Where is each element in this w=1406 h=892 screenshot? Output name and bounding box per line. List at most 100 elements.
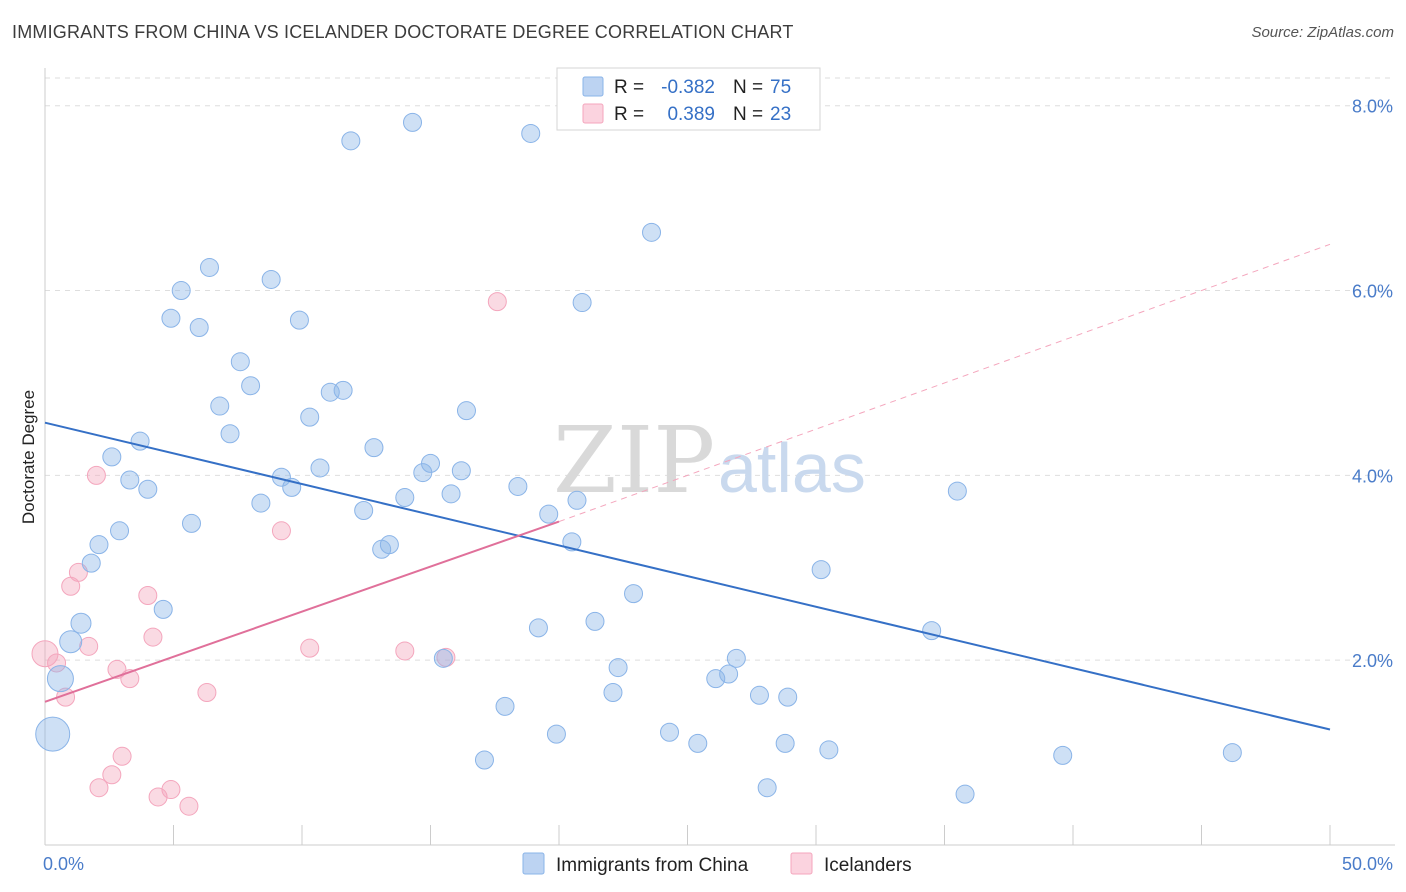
china-point xyxy=(81,553,101,573)
china-point xyxy=(572,293,592,313)
china-point xyxy=(310,458,330,478)
icelander-point xyxy=(395,641,415,661)
y-tick-label: 2.0% xyxy=(1352,651,1393,671)
china-point xyxy=(433,648,453,668)
icelander-point xyxy=(487,292,507,312)
china-point xyxy=(230,352,250,372)
legend-r-label-iceland: R = xyxy=(614,104,644,125)
icelander-point xyxy=(89,778,109,798)
china-point xyxy=(89,535,109,555)
china-point xyxy=(199,257,219,277)
icelander-point xyxy=(112,746,132,766)
china-point xyxy=(451,461,471,481)
bottom-legend-swatch-china xyxy=(522,852,545,875)
china-point xyxy=(403,112,423,132)
icelander-point xyxy=(161,780,181,800)
china-point xyxy=(585,611,605,631)
y-tick-label: 8.0% xyxy=(1352,97,1393,117)
x-tick-label: 50.0% xyxy=(1342,854,1393,874)
china-point xyxy=(775,733,795,753)
china-point xyxy=(811,560,831,580)
china-point xyxy=(660,722,680,742)
china-point xyxy=(70,612,92,634)
y-tick-label: 4.0% xyxy=(1352,466,1393,486)
icelander-point xyxy=(102,765,122,785)
china-points xyxy=(35,103,1242,804)
legend-n-value-iceland: 23 xyxy=(770,104,791,125)
china-point xyxy=(688,733,708,753)
chart-source: Source: ZipAtlas.com xyxy=(1251,24,1394,41)
legend-swatch-iceland xyxy=(582,103,604,124)
x-tick-label: 0.0% xyxy=(43,854,84,874)
china-point xyxy=(35,716,71,752)
icelander-point xyxy=(68,562,88,582)
watermark-zip: ZIP xyxy=(553,407,715,514)
china-point xyxy=(955,784,975,804)
china-point xyxy=(210,396,230,416)
watermark-atlas: atlas xyxy=(718,429,866,507)
series-legend: Immigrants from China Icelanders xyxy=(522,852,912,876)
icelanders-points xyxy=(31,292,507,816)
china-point xyxy=(333,380,353,400)
china-point xyxy=(456,401,476,421)
icelander-point xyxy=(47,653,67,673)
china-point xyxy=(1053,745,1073,765)
china-point xyxy=(181,513,201,533)
legend-r-value-china: -0.382 xyxy=(661,77,715,98)
china-point xyxy=(749,685,769,705)
icelander-trendline xyxy=(44,520,560,703)
china-point xyxy=(508,476,528,496)
icelander-point xyxy=(79,636,99,656)
china-point xyxy=(706,669,726,689)
china-point xyxy=(364,438,384,458)
y-tick-label: 6.0% xyxy=(1352,282,1393,302)
china-point xyxy=(539,504,559,524)
china-point xyxy=(220,424,240,444)
china-point xyxy=(528,618,548,638)
china-point xyxy=(161,308,181,328)
stats-legend: R = -0.382 N = 75 R = 0.389 N = 23 xyxy=(556,67,821,131)
china-point xyxy=(102,447,122,467)
china-point xyxy=(189,318,209,338)
china-point xyxy=(341,131,361,151)
x-tick-labels: 0.0% 50.0% xyxy=(43,854,1393,874)
icelander-point xyxy=(197,683,217,703)
icelander-point xyxy=(86,465,106,485)
china-point xyxy=(546,724,566,744)
china-point xyxy=(59,630,83,654)
china-point xyxy=(778,687,798,707)
y-axis-label: Doctorate Degree xyxy=(19,390,38,524)
china-point xyxy=(261,269,281,289)
china-point xyxy=(624,584,644,604)
china-point xyxy=(1222,743,1242,763)
icelander-point xyxy=(271,521,291,541)
icelander-point xyxy=(179,796,199,816)
china-point xyxy=(395,488,415,508)
chart-title: IMMIGRANTS FROM CHINA VS ICELANDER DOCTO… xyxy=(12,22,794,42)
legend-n-value-china: 75 xyxy=(770,77,791,98)
icelander-point xyxy=(300,638,320,658)
china-point xyxy=(719,664,739,684)
china-point xyxy=(289,310,309,330)
china-point xyxy=(421,453,440,473)
china-point xyxy=(251,493,271,513)
china-point xyxy=(947,481,967,501)
china-point xyxy=(110,521,130,541)
legend-r-value-iceland: 0.389 xyxy=(667,104,715,125)
china-point xyxy=(379,535,399,555)
china-point xyxy=(300,407,320,427)
china-point xyxy=(241,376,261,396)
china-point xyxy=(153,599,173,619)
grid xyxy=(45,77,1395,661)
trendlines xyxy=(44,243,1331,731)
icelander-trendline-extension xyxy=(558,243,1331,523)
china-point xyxy=(521,123,541,143)
china-trendline xyxy=(44,421,1331,731)
china-point xyxy=(726,648,746,668)
icelander-point xyxy=(138,585,158,605)
bottom-legend-swatch-iceland xyxy=(790,852,813,875)
china-point xyxy=(46,665,74,693)
y-tick-labels: 2.0% 4.0% 6.0% 8.0% xyxy=(1352,97,1393,671)
bottom-legend-label-iceland: Icelanders xyxy=(824,855,912,876)
